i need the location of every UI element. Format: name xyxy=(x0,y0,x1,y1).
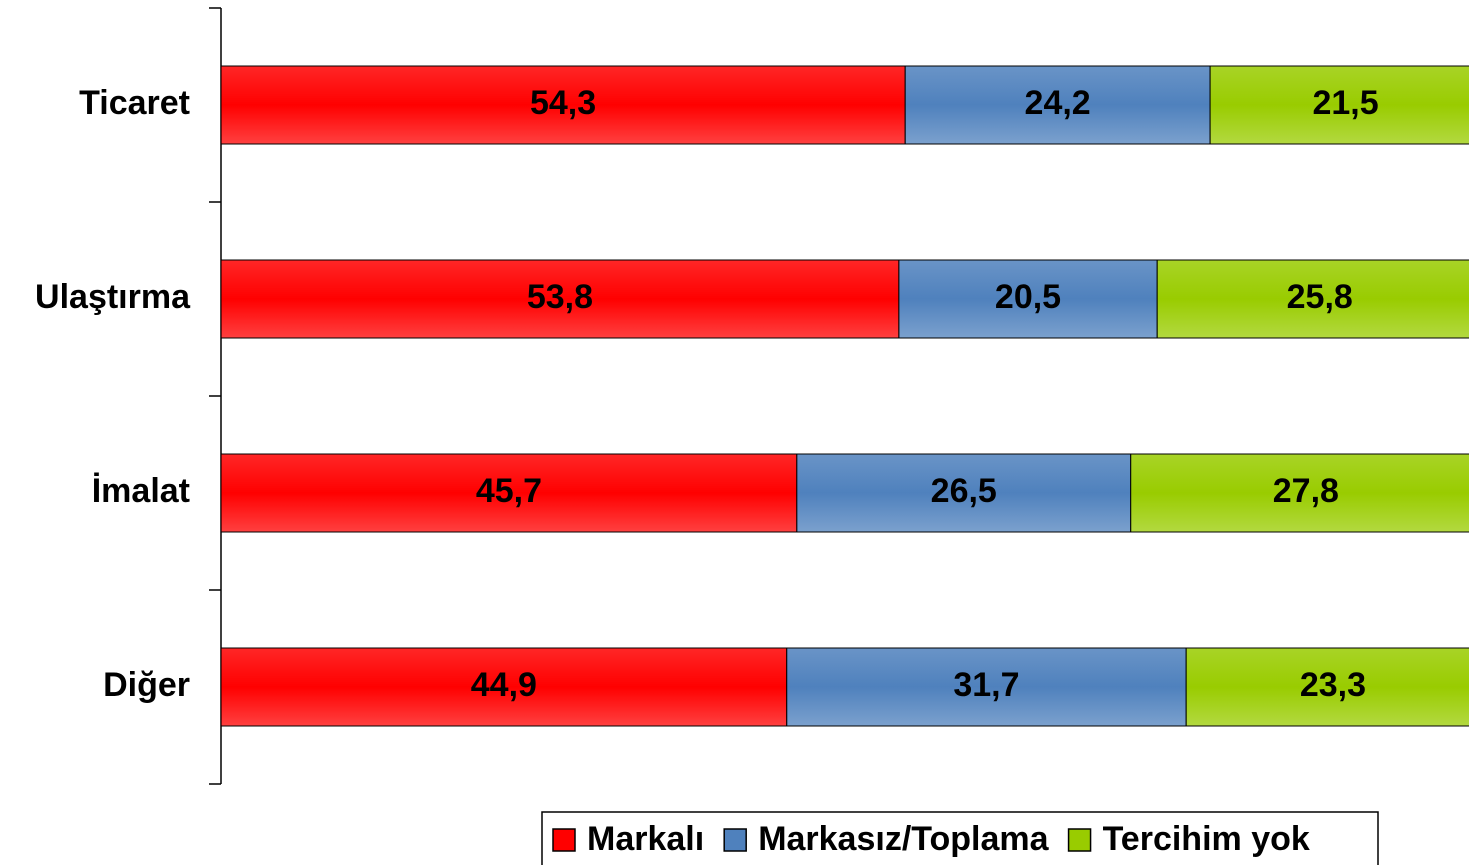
data-label: 31,7 xyxy=(953,666,1019,704)
legend-swatch xyxy=(723,828,747,852)
data-label: 23,3 xyxy=(1300,666,1366,704)
bar-segment xyxy=(796,453,1132,533)
legend-label: Markasız/Toplama xyxy=(758,820,1049,858)
data-label: 45,7 xyxy=(476,472,542,510)
bar-segment xyxy=(1209,65,1469,145)
data-label: 20,5 xyxy=(995,278,1061,316)
data-label: 54,3 xyxy=(530,84,596,122)
bar-segment xyxy=(1130,453,1469,533)
legend-label: Tercihim yok xyxy=(1103,820,1310,858)
data-label: 25,8 xyxy=(1287,278,1353,316)
bar-segment xyxy=(1185,647,1469,727)
bar-segment xyxy=(220,65,906,145)
data-label: 24,2 xyxy=(1025,84,1091,122)
bar-segment xyxy=(220,647,788,727)
bar-segment xyxy=(786,647,1187,727)
data-label: 44,9 xyxy=(471,666,537,704)
data-label: 27,8 xyxy=(1273,472,1339,510)
data-label: 53,8 xyxy=(527,278,593,316)
legend-swatch xyxy=(552,828,576,852)
data-label: 26,5 xyxy=(931,472,997,510)
bar-segment xyxy=(220,453,798,533)
legend-label: Markalı xyxy=(587,820,704,858)
category-label: Ticaret xyxy=(79,84,190,122)
bar-segment xyxy=(220,259,900,339)
bar-segment xyxy=(898,259,1158,339)
category-label: İmalat xyxy=(92,472,190,510)
legend-box xyxy=(541,811,1379,865)
category-label: Ulaştırma xyxy=(35,278,191,316)
bar-segment xyxy=(1156,259,1469,339)
legend-swatch xyxy=(1067,828,1092,852)
category-label: Diğer xyxy=(103,666,190,704)
data-label: 21,5 xyxy=(1312,84,1378,122)
